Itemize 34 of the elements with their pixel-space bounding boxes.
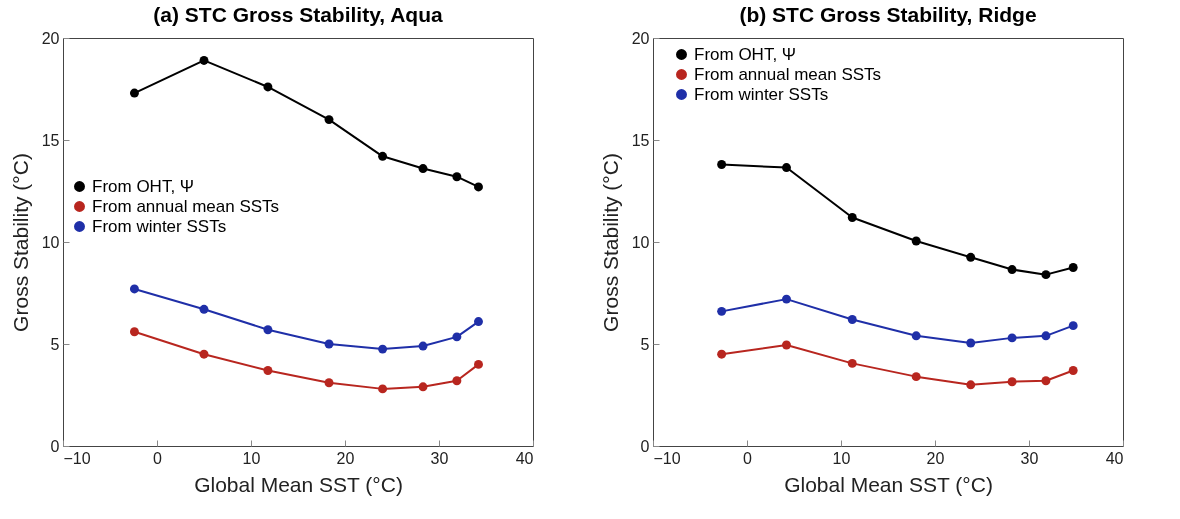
y-tick-label: 0 (640, 437, 650, 455)
legend-label: From annual mean SSTs (694, 64, 882, 84)
chart-title: (b) STC Gross Stability, Ridge (739, 3, 1037, 26)
y-tick-label: 10 (41, 233, 60, 251)
y-tick-label: 20 (41, 29, 60, 47)
x-tick-label: 10 (242, 449, 261, 467)
y-tick-label: 10 (631, 233, 650, 251)
y-tick-label: 0 (50, 437, 60, 455)
y-axis-title: Gross Stability (°C) (598, 153, 622, 332)
y-tick-label: 5 (50, 335, 60, 353)
x-tick-label: 30 (430, 449, 449, 467)
x-tick-label: 20 (926, 449, 945, 467)
x-tick-label: 40 (515, 449, 534, 467)
y-tick-label: 15 (631, 131, 650, 149)
legend-label: From winter SSTs (92, 216, 227, 236)
legend-label: From winter SSTs (694, 84, 829, 104)
y-axis-title: Gross Stability (°C) (8, 153, 32, 332)
x-tick-label: 40 (1105, 449, 1124, 467)
x-tick-label: 0 (153, 449, 163, 467)
x-tick-label: 0 (743, 449, 753, 467)
legend-label: From annual mean SSTs (92, 196, 280, 216)
x-tick-label: −10 (653, 449, 681, 467)
legend-label: From OHT, Ψ (694, 44, 797, 64)
y-tick-label: 5 (640, 335, 650, 353)
x-tick-label: 10 (832, 449, 851, 467)
y-tick-label: 15 (41, 131, 60, 149)
legend-label: From OHT, Ψ (92, 176, 195, 196)
x-axis-title: Global Mean SST (°C) (784, 472, 993, 496)
x-tick-label: −10 (63, 449, 91, 467)
x-axis-title: Global Mean SST (°C) (194, 472, 403, 496)
y-tick-label: 20 (631, 29, 650, 47)
x-tick-label: 20 (336, 449, 355, 467)
x-tick-label: 30 (1020, 449, 1039, 467)
chart-title: (a) STC Gross Stability, Aqua (153, 3, 443, 26)
